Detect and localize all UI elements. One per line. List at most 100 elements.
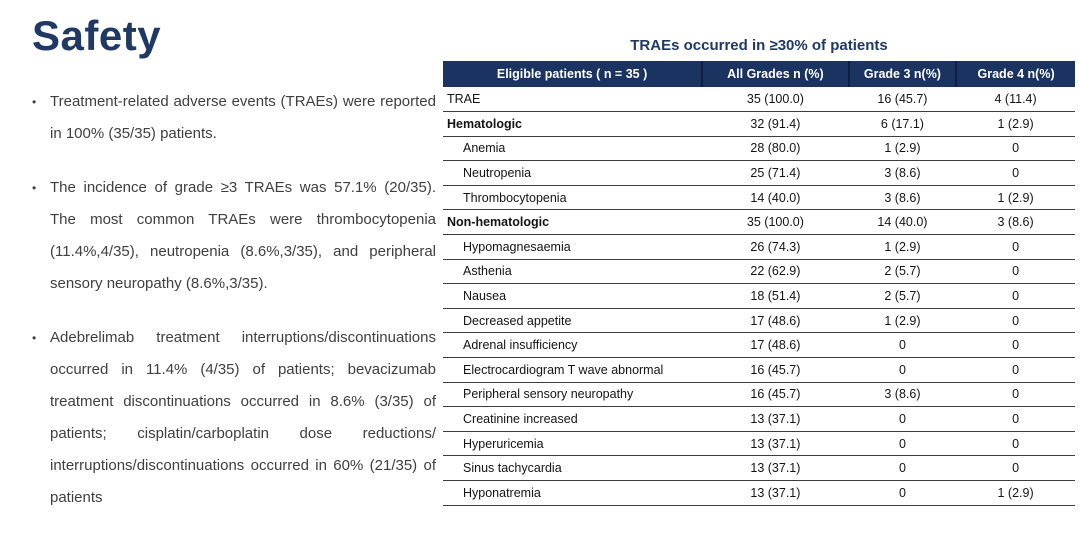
table-header-row: Eligible patients ( n = 35 ) All Grades … [443,61,1075,87]
row-grade3: 0 [848,332,957,359]
row-all-grades: 26 (74.3) [702,234,849,260]
row-all-grades: 35 (100.0) [702,87,849,113]
row-grade4: 1 (2.9) [956,111,1075,137]
trae-table-body: TRAE 35 (100.0) 16 (45.7) 4 (11.4) Hematolog… [443,87,1075,506]
row-label: Hematologic [443,111,703,137]
row-label: Creatinine increased [443,406,703,432]
row-all-grades: 18 (51.4) [702,283,849,309]
bullet-marker-icon: • [32,181,37,196]
bullet-text: Adebrelimab treatment interruptions/disc… [50,329,436,507]
bullet-marker-icon: • [32,95,37,110]
table-row: Hypomagnesaemia 26 (74.3) 1 (2.9) 0 [443,234,1075,260]
bullet-item: • Treatment-related adverse events (TRAEs… [32,86,436,150]
row-grade4: 0 [956,259,1075,285]
header-grade3: Grade 3 n(%) [847,61,957,87]
row-grade3: 0 [848,406,957,432]
table-header: Eligible patients ( n = 35 ) All Grades … [443,61,1075,87]
row-label: Sinus tachycardia [443,455,703,481]
row-grade4: 0 [956,406,1075,432]
table-row: Creatinine increased 13 (37.1) 0 0 [443,406,1075,432]
row-label: Anemia [443,136,703,162]
row-all-grades: 13 (37.1) [702,406,849,432]
row-all-grades: 17 (48.6) [702,308,849,334]
row-all-grades: 13 (37.1) [702,431,849,457]
row-label: Peripheral sensory neuropathy [443,382,703,408]
header-all-grades: All Grades n (%) [701,61,849,87]
table-row: Thrombocytopenia 14 (40.0) 3 (8.6) 1 (2.9) [443,185,1075,211]
header-grade4: Grade 4 n(%) [955,61,1075,87]
table-title: TRAEs occurred in ≥30% of patients [630,37,888,54]
table-row: Hematologic 32 (91.4) 6 (17.1) 1 (2.9) [443,111,1075,137]
row-grade4: 0 [956,455,1075,481]
row-grade3: 1 (2.9) [848,308,957,334]
row-grade4: 0 [956,357,1075,383]
row-grade4: 1 (2.9) [956,480,1075,506]
row-grade4: 4 (11.4) [956,87,1075,113]
row-all-grades: 28 (80.0) [702,136,849,162]
page-title: Safety [32,12,162,59]
table-row: Non-hematologic 35 (100.0) 14 (40.0) 3 (8.6… [443,209,1075,236]
row-label: Decreased appetite [443,308,703,334]
row-grade4: 3 (8.6) [956,209,1075,236]
row-label: Neutropenia [443,160,703,186]
row-grade4: 0 [956,136,1075,162]
row-grade3: 0 [848,480,957,506]
row-all-grades: 16 (45.7) [702,382,849,408]
row-label: Asthenia [443,259,703,285]
row-all-grades: 35 (100.0) [702,209,849,236]
bullet-item: • Adebrelimab treatment interruptions/dis… [32,322,436,514]
row-all-grades: 13 (37.1) [702,455,849,481]
table-row: Asthenia 22 (62.9) 2 (5.7) 0 [443,259,1075,285]
row-grade3: 3 (8.6) [848,160,957,186]
row-grade3: 0 [848,455,957,481]
row-label: TRAE [443,87,703,113]
row-label: Hyperuricemia [443,431,703,457]
row-all-grades: 22 (62.9) [702,259,849,285]
row-grade3: 2 (5.7) [848,259,957,285]
row-label: Hypomagnesaemia [443,234,703,260]
bullet-marker-icon: • [32,331,37,346]
row-all-grades: 14 (40.0) [702,185,849,211]
row-grade4: 0 [956,332,1075,359]
table-row: Nausea 18 (51.4) 2 (5.7) 0 [443,283,1075,309]
row-label: Adrenal insufficiency [443,332,703,359]
trae-table-section: TRAEs occurred in ≥30% of patients Eligi… [443,37,1075,506]
table-row: Electrocardiogram T wave abnormal 16 (45.… [443,357,1075,383]
row-label: Non-hematologic [443,209,703,236]
left-column: Safety • Treatment-related adverse events… [32,12,436,536]
row-grade3: 1 (2.9) [848,136,957,162]
row-label: Hyponatremia [443,480,703,506]
table-row: Sinus tachycardia 13 (37.1) 0 0 [443,455,1075,481]
table-row: Decreased appetite 17 (48.6) 1 (2.9) 0 [443,308,1075,334]
row-all-grades: 32 (91.4) [702,111,849,137]
table-row: Hyponatremia 13 (37.1) 0 1 (2.9) [443,480,1075,506]
table-row: Hyperuricemia 13 (37.1) 0 0 [443,431,1075,457]
row-label: Nausea [443,283,703,309]
row-all-grades: 25 (71.4) [702,160,849,186]
table-row: Neutropenia 25 (71.4) 3 (8.6) 0 [443,160,1075,186]
header-eligible-patients: Eligible patients ( n = 35 ) [443,61,703,87]
row-grade4: 0 [956,283,1075,309]
row-all-grades: 17 (48.6) [702,332,849,359]
row-label: Electrocardiogram T wave abnormal [443,357,703,383]
table-row: Peripheral sensory neuropathy 16 (45.7) 3 … [443,382,1075,408]
row-grade3: 2 (5.7) [848,283,957,309]
row-grade4: 0 [956,234,1075,260]
row-grade4: 1 (2.9) [956,185,1075,211]
bullet-text: The incidence of grade ≥3 TRAEs was 57.1… [50,179,436,293]
row-grade4: 0 [956,382,1075,408]
table-row: Adrenal insufficiency 17 (48.6) 0 0 [443,332,1075,359]
row-all-grades: 13 (37.1) [702,480,849,506]
row-grade3: 16 (45.7) [848,87,957,113]
row-grade3: 3 (8.6) [848,185,957,211]
row-grade3: 1 (2.9) [848,234,957,260]
bullet-list: • Treatment-related adverse events (TRAEs… [32,86,436,514]
bullet-item: • The incidence of grade ≥3 TRAEs was 57.… [32,172,436,300]
row-grade3: 3 (8.6) [848,382,957,408]
trae-table: Eligible patients ( n = 35 ) All Grades … [443,61,1075,506]
row-grade3: 14 (40.0) [848,209,957,236]
row-label: Thrombocytopenia [443,185,703,211]
table-row: TRAE 35 (100.0) 16 (45.7) 4 (11.4) [443,87,1075,113]
row-all-grades: 16 (45.7) [702,357,849,383]
